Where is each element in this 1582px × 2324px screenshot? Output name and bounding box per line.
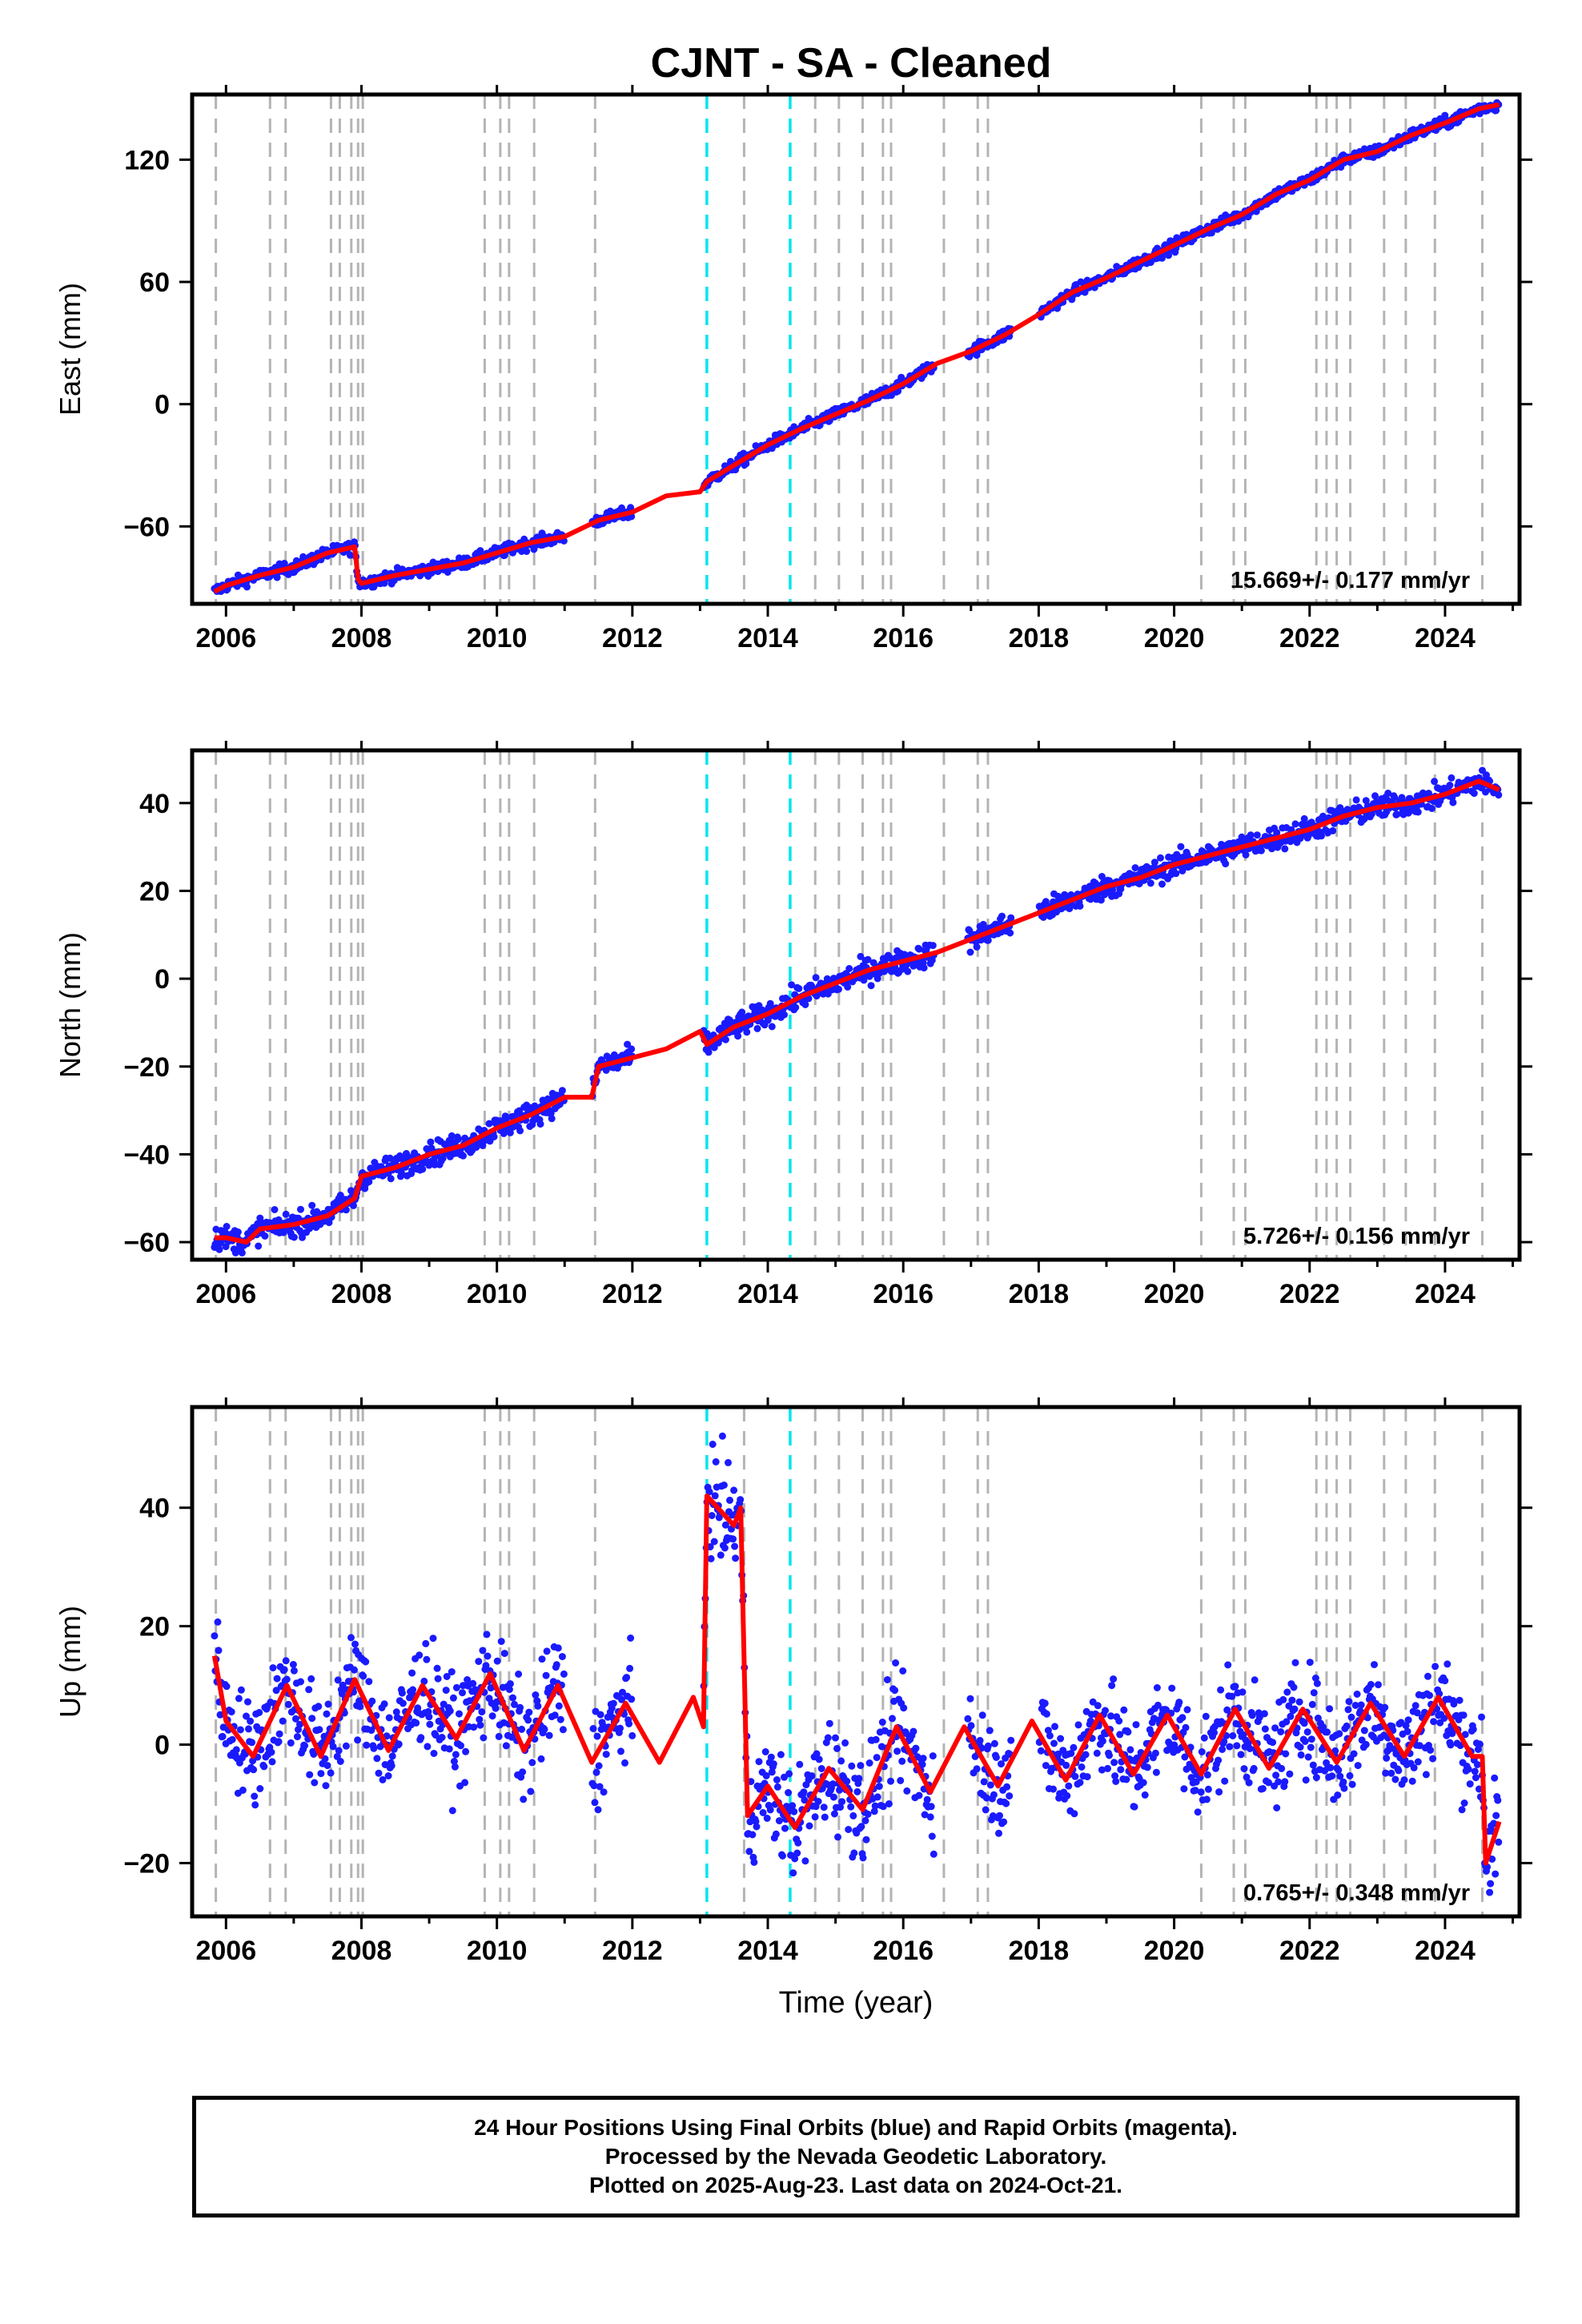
panel-north: 2006 2008 2010 2012 2014 2016 2018 2020 2022 2024…	[54, 741, 1532, 1309]
x-tick-label: 2014	[737, 623, 798, 653]
x-tick-label: 2016	[873, 1936, 934, 1966]
x-tick-label: 2024	[1415, 1936, 1476, 1966]
velocity-annotation: 5.726+/- 0.156 mm/yr	[1243, 1224, 1470, 1249]
y-tick-label: 40	[139, 789, 170, 819]
panel-frame	[190, 1405, 1522, 1919]
panel-up: 2006 2008 2010 2012 2014 2016 2018 2020 2022 2024…	[54, 1397, 1532, 2020]
x-tick-label: 2024	[1415, 623, 1476, 653]
x-tick-label: 2020	[1144, 1936, 1205, 1966]
footer-line-dates: Plotted on 2025-Aug-23. Last data on 202…	[589, 2173, 1122, 2197]
x-tick-label: 2018	[1009, 1279, 1070, 1309]
y-tick-label: −40	[123, 1140, 170, 1170]
chart-title: CJNT - SA - Cleaned	[651, 40, 1052, 86]
x-tick-label: 2012	[602, 1279, 663, 1309]
y-tick-label: 120	[124, 145, 170, 175]
panel-frame	[190, 748, 1522, 1262]
x-tick-label: 2008	[331, 1936, 392, 1966]
x-tick-label: 2014	[737, 1936, 798, 1966]
panel-east: 2006 2008 2010 2012 2014 2016 2018 2020 2022 2024…	[54, 85, 1532, 653]
x-tick-label: 2012	[602, 1936, 663, 1966]
y-tick-label: 0	[155, 390, 170, 420]
y-tick-label: 20	[139, 876, 170, 907]
footer-line-orbits: 24 Hour Positions Using Final Orbits (bl…	[474, 2115, 1238, 2140]
model-fit-line	[213, 102, 1500, 594]
daily-position-points	[211, 766, 1503, 1256]
y-tick-label: −60	[123, 512, 170, 542]
y-tick-label: 60	[139, 267, 170, 298]
footer-line-processor: Processed by the Nevada Geodetic Laborat…	[604, 2144, 1107, 2169]
x-tick-label: 2020	[1144, 623, 1205, 653]
y-axis-label: East (mm)	[54, 283, 86, 416]
x-tick-label: 2024	[1415, 1279, 1476, 1309]
y-tick-label: −20	[123, 1052, 170, 1083]
daily-position-points	[211, 1432, 1503, 1896]
x-axis-label: Time (year)	[779, 1986, 934, 2020]
y-tick-label: 40	[139, 1494, 170, 1524]
x-tick-label: 2022	[1279, 1936, 1340, 1966]
x-tick-label: 2022	[1279, 1279, 1340, 1309]
x-tick-label: 2006	[195, 1936, 256, 1966]
y-tick-label: 20	[139, 1612, 170, 1642]
x-tick-label: 2006	[195, 623, 256, 653]
panel-frame	[190, 92, 1522, 606]
x-tick-label: 2012	[602, 623, 663, 653]
plot-area	[211, 750, 1503, 1260]
footer-info-box: 24 Hour Positions Using Final Orbits (bl…	[192, 2096, 1520, 2217]
x-tick-label: 2010	[467, 1279, 528, 1309]
x-tick-label: 2006	[195, 1279, 256, 1309]
y-tick-label: 0	[155, 964, 170, 995]
x-tick-label: 2014	[737, 1279, 798, 1309]
x-tick-label: 2018	[1009, 623, 1070, 653]
daily-position-points	[211, 99, 1503, 595]
velocity-annotation: 15.669+/- 0.177 mm/yr	[1231, 568, 1470, 593]
y-axis-label: Up (mm)	[54, 1606, 86, 1718]
x-tick-label: 2020	[1144, 1279, 1205, 1309]
y-tick-label: 0	[155, 1731, 170, 1761]
x-tick-label: 2010	[467, 1936, 528, 1966]
x-tick-label: 2022	[1279, 623, 1340, 653]
x-tick-label: 2008	[331, 1279, 392, 1309]
y-tick-label: −60	[123, 1228, 170, 1258]
x-tick-label: 2018	[1009, 1936, 1070, 1966]
x-tick-label: 2016	[873, 1279, 934, 1309]
x-tick-label: 2008	[331, 623, 392, 653]
velocity-annotation: 0.765+/- 0.348 mm/yr	[1243, 1880, 1470, 1906]
x-tick-label: 2010	[467, 623, 528, 653]
y-axis-label: North (mm)	[54, 932, 86, 1078]
plot-area	[211, 94, 1503, 604]
model-fit-line	[211, 1493, 1502, 1866]
model-fit-line	[214, 778, 1500, 1245]
y-tick-label: −20	[123, 1848, 170, 1879]
x-tick-label: 2016	[873, 623, 934, 653]
plot-area	[211, 1407, 1503, 1916]
